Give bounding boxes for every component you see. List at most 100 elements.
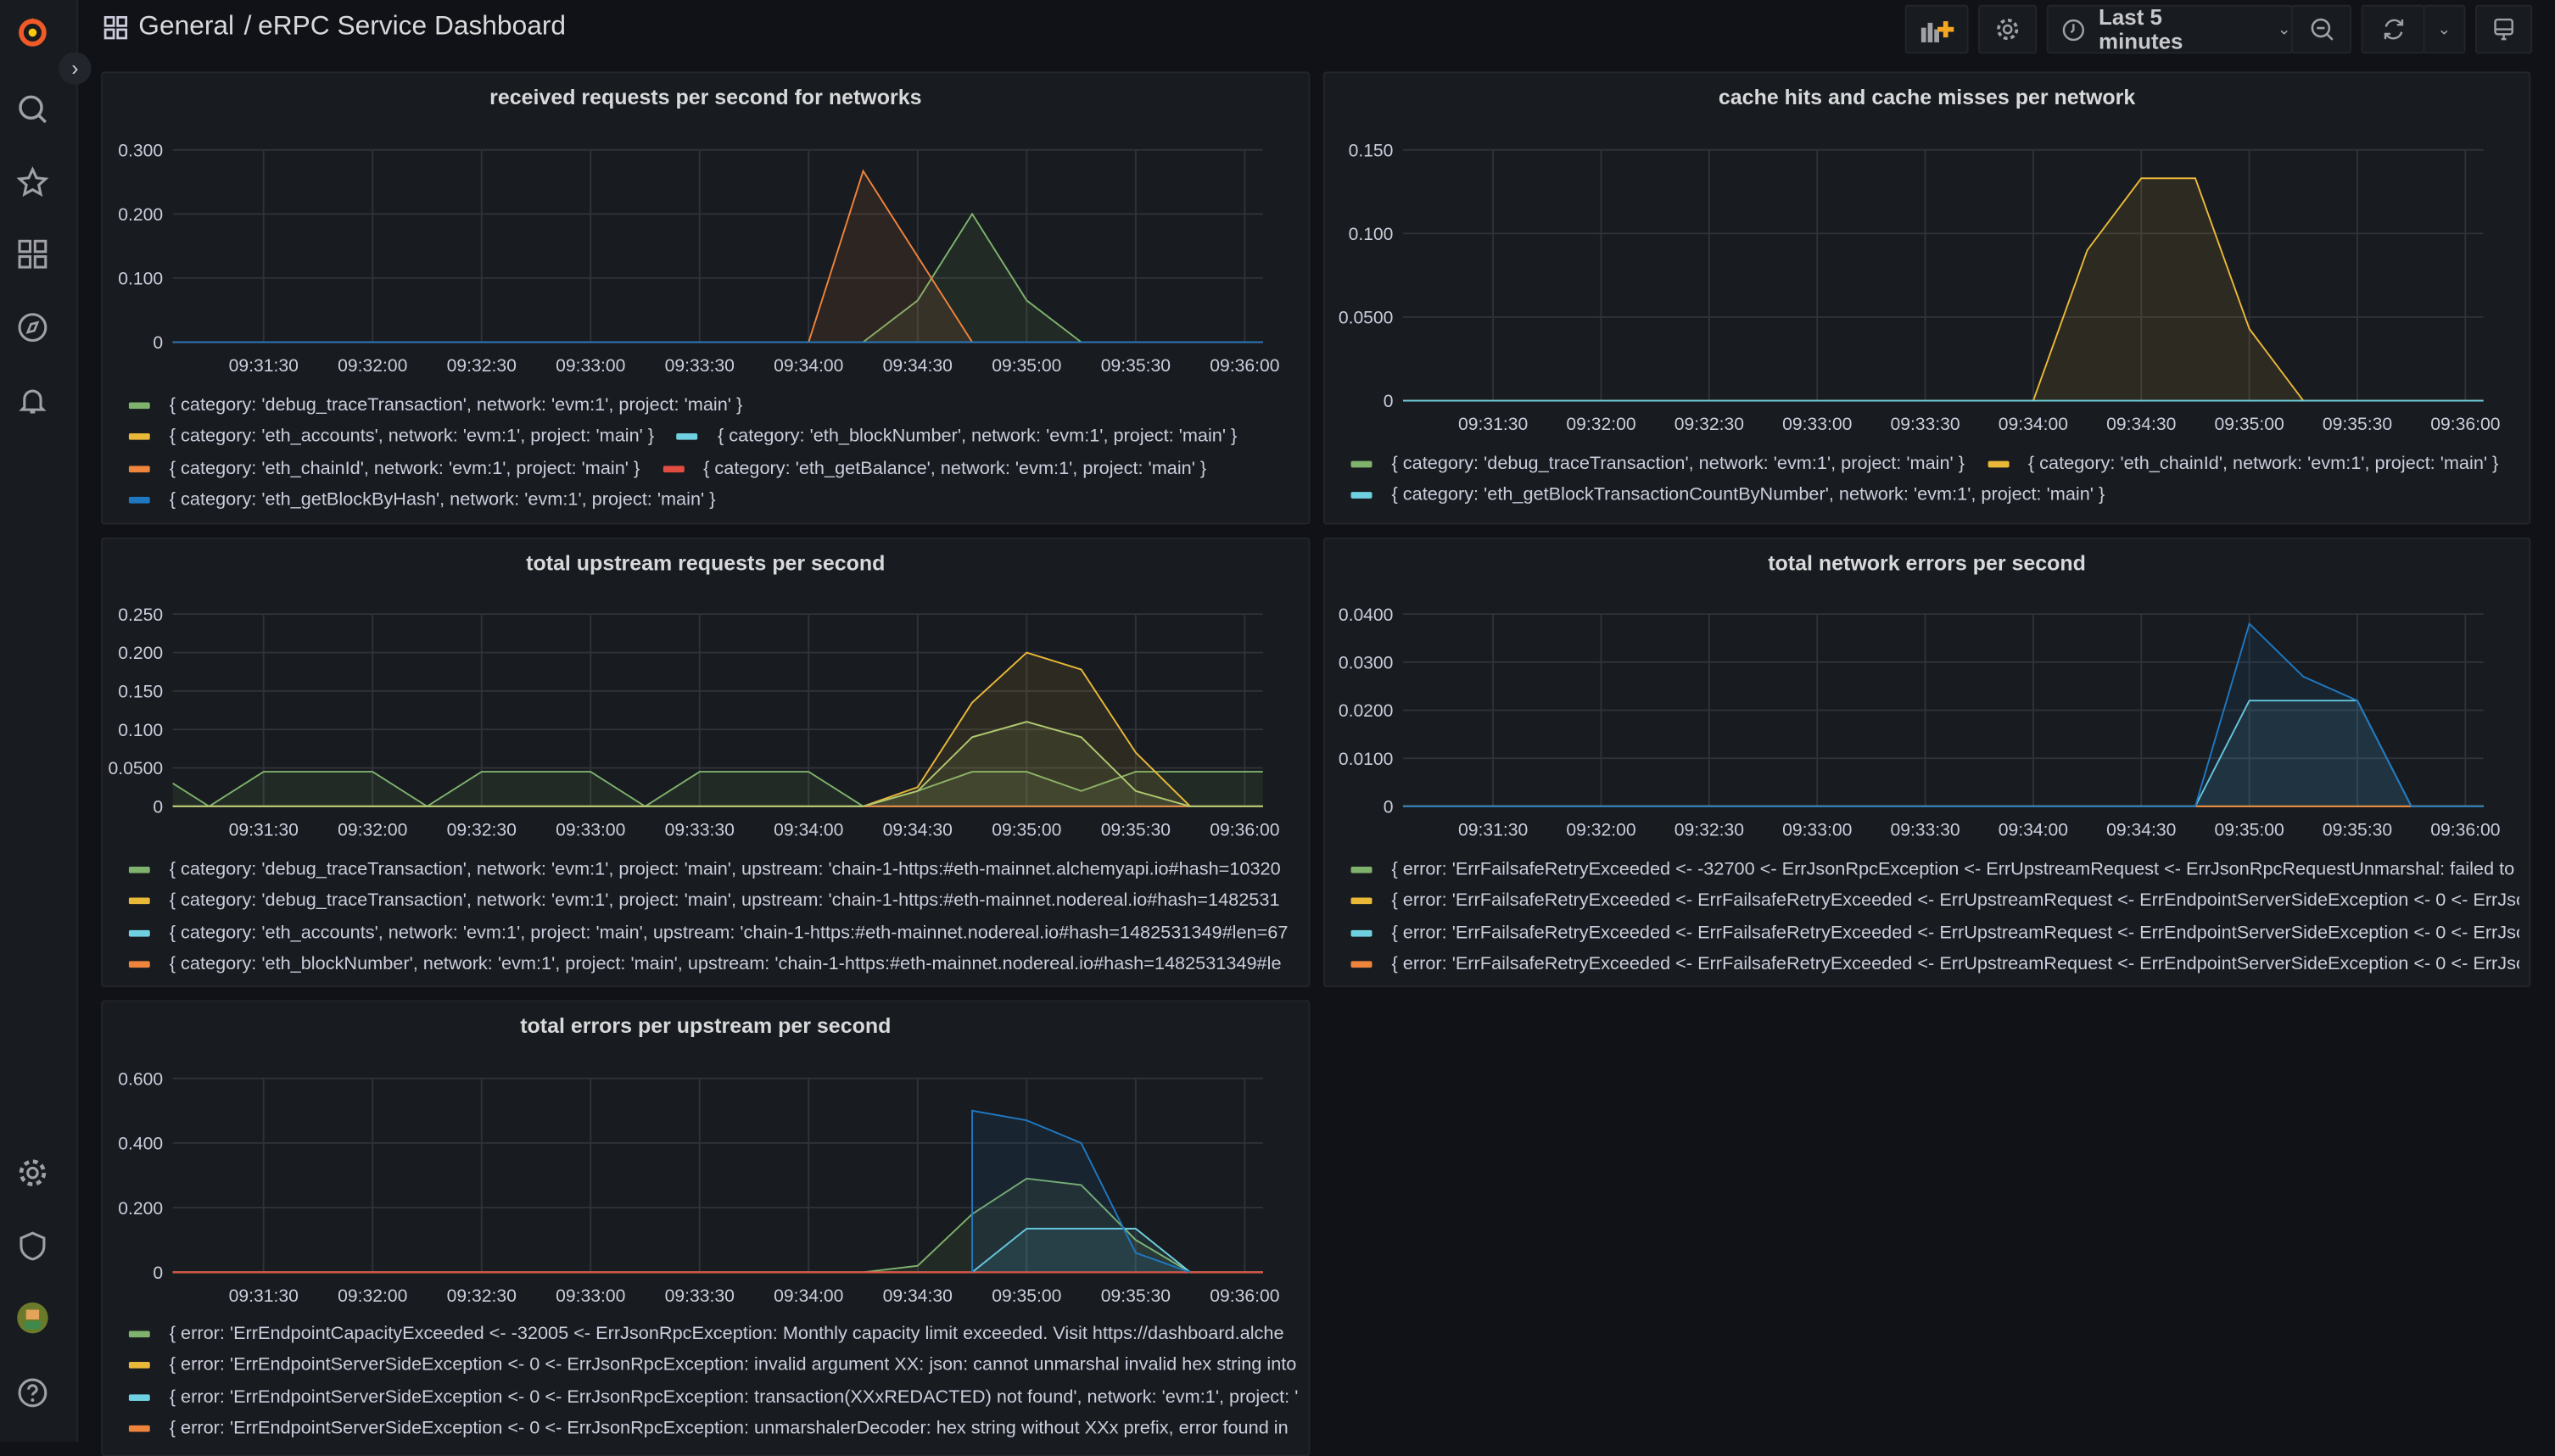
compass-icon[interactable]	[16, 311, 48, 343]
shield-icon[interactable]	[16, 1230, 48, 1262]
legend-row: { error: 'ErrEndpointCapacityExceeded <-…	[128, 1318, 1299, 1349]
legend: { category: 'debug_traceTransaction', ne…	[1350, 448, 2519, 511]
panel-3[interactable]: total upstream requests per second 0 0.050…	[101, 537, 1311, 988]
x-tick-label: 09:34:30	[883, 820, 953, 840]
x-tick-label: 09:34:00	[1999, 415, 2068, 434]
legend-item[interactable]: { category: 'eth_blockNumber', network: …	[676, 421, 1237, 453]
y-tick-label: 0.0200	[1339, 701, 1394, 721]
gear-icon	[1997, 18, 2019, 41]
legend-item[interactable]: { error: 'ErrFailsafeRetryExceeded <- Er…	[1350, 949, 2519, 980]
legend-label: { error: 'ErrEndpointServerSideException…	[169, 1419, 1289, 1439]
panel-title[interactable]: total upstream requests per second	[526, 550, 886, 576]
legend-item[interactable]: { category: 'eth_getBlockTransactionCoun…	[1350, 480, 2105, 511]
grafana-logo[interactable]	[16, 14, 48, 47]
x-tick-label: 09:35:30	[1101, 356, 1171, 376]
panel-1[interactable]: received requests per second for network…	[101, 71, 1311, 525]
time-range-picker[interactable]: Last 5 minutes ⌄	[2046, 4, 2293, 53]
legend-item[interactable]: { error: 'ErrFailsafeRetryExceeded <- -3…	[1350, 854, 2519, 885]
panel-2[interactable]: cache hits and cache misses per network 0…	[1322, 71, 2531, 525]
series-area-4	[172, 722, 1263, 806]
x-tick-label: 09:35:00	[992, 356, 1061, 376]
x-tick-label: 09:35:00	[2215, 415, 2284, 434]
legend-item[interactable]: { error: 'ErrEndpointServerSideException…	[128, 1350, 1297, 1381]
legend-item[interactable]: { category: 'eth_blockNumber', network: …	[128, 949, 1282, 980]
panel-title[interactable]: total network errors per second	[1768, 550, 2086, 576]
legend-item[interactable]: { error: 'ErrEndpointServerSideException…	[128, 1381, 1299, 1413]
x-tick-label: 09:31:30	[229, 356, 299, 376]
tv-mode-button[interactable]	[2474, 4, 2533, 54]
zoom-out-icon	[2310, 18, 2333, 41]
legend-label: { category: 'debug_traceTransaction', ne…	[169, 395, 743, 416]
series-line-4	[172, 721, 1263, 807]
dashboards-icon[interactable]	[16, 237, 48, 270]
legend-row: { category: 'eth_chainId', network: 'evm…	[128, 453, 1299, 484]
series-area-0	[172, 772, 1263, 806]
add-panel-button[interactable]	[1904, 4, 1969, 54]
panel-title[interactable]: total errors per upstream per second	[520, 1013, 892, 1038]
x-tick-label: 09:33:00	[556, 820, 625, 840]
dashboard-title[interactable]: eRPC Service Dashboard	[258, 11, 567, 42]
legend-item[interactable]: { category: 'eth_chainId', network: 'evm…	[128, 453, 640, 484]
legend-label: { category: 'debug_traceTransaction', ne…	[169, 891, 1280, 912]
x-tick-label: 09:33:00	[556, 356, 625, 376]
help-icon[interactable]	[16, 1376, 48, 1409]
legend-swatch	[128, 433, 150, 441]
legend-swatch	[128, 866, 150, 873]
legend-row: { category: 'debug_traceTransaction', ne…	[128, 389, 1299, 421]
panel-title[interactable]: cache hits and cache misses per network	[1718, 84, 2136, 109]
legend-item[interactable]: { error: 'ErrEndpointServerSideException…	[128, 1413, 1289, 1444]
x-tick-label: 09:32:00	[338, 820, 407, 840]
expand-sidebar-button[interactable]: ›	[59, 52, 92, 85]
avatar[interactable]	[16, 1302, 48, 1334]
y-tick-label: 0.200	[118, 205, 163, 225]
x-tick-label: 09:34:00	[1999, 820, 2068, 840]
series-area-1	[172, 652, 1263, 806]
series-line-0	[172, 771, 1263, 808]
x-tick-label: 09:33:30	[665, 1286, 735, 1306]
refresh-interval-dropdown[interactable]: ⌄	[2423, 4, 2466, 54]
legend-item[interactable]: { category: 'debug_traceTransaction', ne…	[128, 854, 1281, 885]
legend-item[interactable]: { category: 'eth_chainId', network: 'evm…	[1987, 448, 2498, 479]
legend-item[interactable]: { category: 'eth_getBlockByHash', networ…	[128, 484, 715, 516]
dashboard-settings-button[interactable]	[1978, 4, 2038, 54]
legend-item[interactable]: { category: 'debug_traceTransaction', ne…	[128, 389, 743, 421]
panel-title[interactable]: received requests per second for network…	[489, 84, 922, 109]
x-tick-label: 09:31:30	[1458, 415, 1528, 434]
refresh-button[interactable]	[2361, 4, 2425, 54]
search-icon[interactable]	[16, 92, 48, 125]
x-tick-label: 09:33:00	[556, 1286, 625, 1306]
legend-item[interactable]: { error: 'ErrFailsafeRetryExceeded <- Er…	[1350, 918, 2519, 949]
x-tick-label: 09:33:30	[1890, 415, 1960, 434]
gear-icon[interactable]	[16, 1157, 48, 1189]
x-tick-label: 09:36:00	[2430, 415, 2500, 434]
series-area-3	[172, 170, 1263, 343]
legend-item[interactable]: { category: 'debug_traceTransaction', ne…	[1350, 448, 1965, 479]
legend-item[interactable]: { category: 'eth_getBalance', network: '…	[663, 453, 1206, 484]
legend-item[interactable]: { category: 'debug_traceTransaction', ne…	[128, 885, 1280, 917]
x-tick-label: 09:34:30	[2106, 820, 2176, 840]
breadcrumb-folder-link[interactable]: General	[138, 11, 235, 42]
legend-row: { error: 'ErrFailsafeRetryExceeded <- -3…	[1350, 854, 2519, 885]
chevron-down-icon: ⌄	[2437, 20, 2452, 39]
x-tick-label: 09:36:00	[1210, 820, 1279, 840]
clock-icon	[2062, 18, 2084, 41]
x-tick-label: 09:32:30	[1674, 820, 1744, 840]
y-tick-label: 0	[153, 1264, 163, 1283]
legend-item[interactable]: { category: 'eth_accounts', network: 'ev…	[128, 918, 1288, 949]
legend-label: { category: 'eth_chainId', network: 'evm…	[169, 459, 640, 479]
panel-4[interactable]: total network errors per second 0 0.0100 0.…	[1322, 537, 2531, 988]
series-area-1	[1402, 178, 2484, 401]
bell-icon[interactable]	[16, 384, 48, 416]
legend-item[interactable]: { error: 'ErrFailsafeRetryExceeded <- Er…	[1350, 885, 2519, 917]
x-tick-label: 09:34:00	[774, 1286, 843, 1306]
star-icon[interactable]	[16, 166, 49, 198]
legend-item[interactable]: { category: 'eth_accounts', network: 'ev…	[128, 421, 654, 453]
x-tick-label: 09:34:30	[883, 356, 953, 376]
x-tick-label: 09:34:00	[774, 356, 843, 376]
panel-5[interactable]: total errors per upstream per second 0 0.2…	[101, 1000, 1311, 1456]
legend-label: { category: 'eth_getBlockTransactionCoun…	[1391, 485, 2105, 505]
legend-item[interactable]: { error: 'ErrEndpointCapacityExceeded <-…	[128, 1318, 1284, 1349]
y-tick-label: 0	[153, 333, 163, 353]
zoom-out-button[interactable]	[2290, 4, 2352, 54]
